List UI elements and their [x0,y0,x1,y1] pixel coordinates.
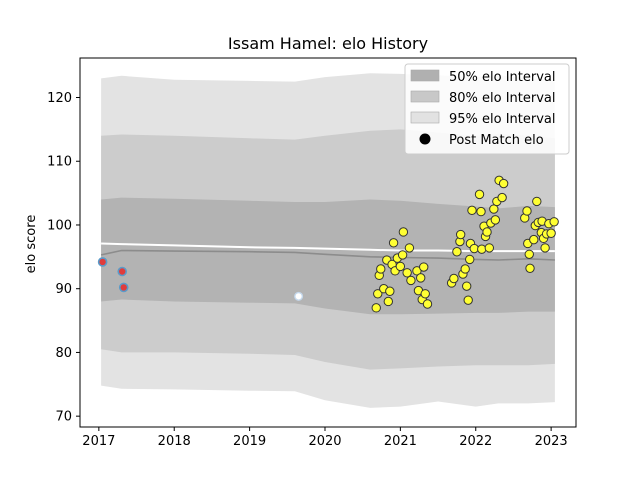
post-match-point [371,303,381,313]
x-axis-ticks: 2017 2018 2019 2020 2021 2022 2023 [82,427,568,449]
chart-title: Issam Hamel: elo History [228,34,428,53]
post-match-point [455,229,466,240]
x-tick-label: 2017 [82,434,115,449]
post-match-point [463,295,473,305]
post-match-point [397,250,408,260]
post-match-point [476,206,486,217]
x-tick-label: 2020 [308,434,341,449]
post-match-point [449,273,459,284]
post-match-point [420,289,430,299]
early-match-point [97,257,108,267]
post-match-point [460,264,470,274]
post-match-points [97,175,559,313]
legend-marker [419,133,431,145]
x-tick-label: 2023 [535,434,568,449]
post-match-point [461,281,472,291]
post-match-point [376,264,386,274]
post-match-point [467,205,477,216]
y-tick-label: 110 [47,155,72,170]
x-tick-label: 2019 [233,434,266,449]
y-tick-label: 100 [47,218,72,233]
post-match-point [540,243,550,253]
post-match-point [402,268,412,278]
legend-swatch [410,90,440,103]
post-match-point [373,289,383,299]
plot-frame [79,57,577,428]
y-axis-label: elo score [24,215,39,274]
legend-swatch [410,69,440,82]
band-50 [101,197,555,315]
y-tick-label: 90 [55,282,72,297]
post-match-point [549,217,559,227]
y-tick-label: 80 [55,346,72,361]
y-axis-ticks: 70 80 90 100 110 120 [47,91,80,425]
post-match-point [465,254,475,265]
post-match-point [490,215,501,225]
post-match-point [524,249,534,259]
post-match-point [388,238,399,248]
post-match-point [422,299,433,309]
post-match-point [452,247,462,257]
legend-label: 80% elo Interval [449,91,556,106]
post-match-point [522,206,532,216]
x-tick-label: 2018 [158,434,191,449]
legend-box [404,63,570,155]
post-match-point [529,234,539,245]
early-match-point [117,266,128,277]
post-match-point [546,228,556,238]
post-match-point [404,243,415,253]
post-match-point [419,262,429,272]
post-match-point [474,189,485,200]
post-match-point [398,227,409,237]
post-match-point [482,227,492,237]
legend-label: 95% elo Interval [449,112,556,127]
early-match-point [118,282,129,293]
y-tick-label: 120 [47,91,72,106]
post-match-point [525,263,535,274]
post-match-point [484,243,495,253]
post-match-point [497,192,507,203]
legend-label: 50% elo Interval [449,70,556,85]
post-match-point [498,178,509,189]
post-match-point [532,196,542,207]
legend-label: Post Match elo [449,133,544,148]
post-match-point [416,273,426,283]
trend-lines [100,242,555,261]
post-match-point [477,244,487,254]
post-match-point [489,204,499,214]
post-match-point [406,275,416,286]
mean-elo-line [100,249,555,261]
gap-match-point [294,291,304,301]
reference-elo-line [101,242,555,253]
legend: 50% elo Interval 80% elo Interval 95% elo … [404,63,570,155]
post-match-point [383,296,394,307]
x-tick-label: 2021 [384,434,417,449]
post-match-point [385,286,395,296]
x-tick-label: 2022 [459,434,492,449]
y-tick-label: 70 [55,410,72,425]
legend-swatch [410,111,440,124]
interval-bands [101,73,555,408]
post-match-point [395,261,406,272]
